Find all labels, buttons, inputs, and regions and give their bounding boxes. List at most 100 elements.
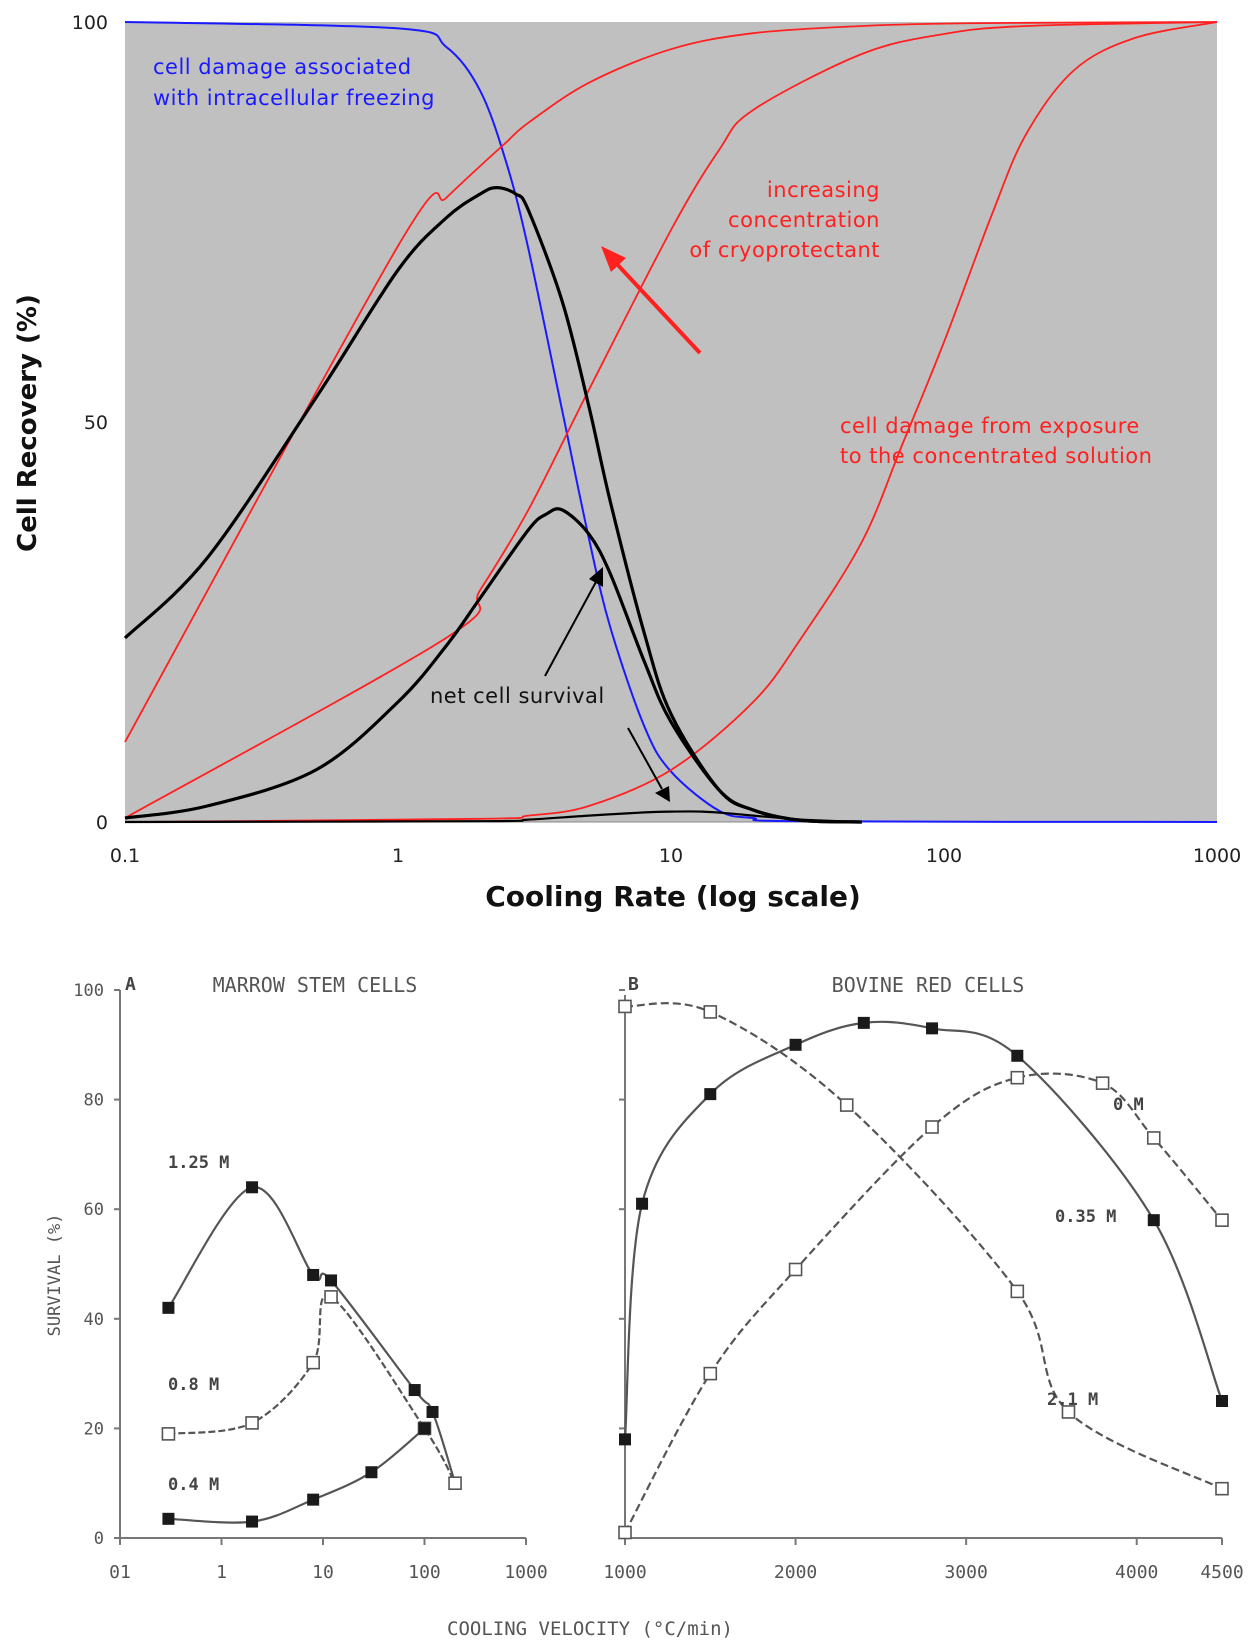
panel-a-y-tick-label: 60 [84,1200,104,1220]
data-point-filled [1011,1049,1024,1062]
data-point-open [1061,1405,1076,1419]
data-point-filled [162,1301,175,1314]
panel-b-x-ticks: 1000 2000 3000 4000 4500 [603,1538,1244,1583]
top-x-tick-label: 1000 [1193,845,1241,867]
arrow-increasing-cpa [601,246,702,355]
panel-a-legend-0-8m: 0.8 M [168,1375,219,1395]
annotation-solution-line2: to the concentrated solution [840,444,1152,468]
panel-a-y-tick-label: 80 [84,1091,104,1111]
data-point-open [161,1427,176,1441]
data-point-open [1215,1213,1229,1227]
solution-damage-curve-2 [124,21,1218,819]
intracellular-damage-curve [124,21,1218,823]
data-point-filled [162,1512,175,1525]
top-x-tick-label: 10 [659,845,683,867]
panel-b-x-tick-label: 4500 [1200,1562,1243,1583]
annotation-cpa-line1: increasing [767,178,880,202]
solution-damage-curve-1 [124,21,1218,743]
data-point-filled [619,1433,631,1446]
data-point-open [618,1525,632,1540]
net-survival-curve-3 [124,810,862,824]
bottom-x-axis-title: COOLING VELOCITY (°C/min) [447,1618,733,1640]
arrow-net-survival-upper [544,567,603,677]
panel-a-y-tick-label: 40 [84,1310,104,1330]
panel-b-legend-0-35m: 0.35 M [1055,1207,1116,1227]
panel-b: 1000 2000 3000 4000 4500 B BOVINE RED CELLS … [603,973,1243,1583]
panel-a-x-tick-label: 100 [408,1562,441,1583]
net-survival-curve-2 [124,507,862,824]
panel-b-x-tick-label: 4000 [1115,1562,1158,1583]
data-point-filled [636,1197,649,1210]
panel-b-x-tick-label: 1000 [603,1562,646,1583]
panel-b-x-tick-label: 2000 [774,1562,817,1583]
data-point-open [618,999,632,1014]
data-point-open [306,1355,320,1370]
arrow-net-survival-lower [627,727,670,802]
panel-a: 100 80 60 40 20 0 01 1 10 100 1000 A MARROW STEM … [45,973,548,1583]
top-y-tick-label: 50 [84,412,108,434]
solution-damage-curve-3 [124,21,1218,823]
data-point-open [1010,1284,1025,1299]
panel-b-series-group [618,999,1229,1540]
annotation-net-survival: net cell survival [430,684,605,708]
panel-a-label: A [125,974,136,995]
panel-a-y-tick-label: 100 [73,981,104,1001]
data-point-filled [789,1038,802,1051]
top-x-axis-title: Cooling Rate (log scale) [485,880,860,913]
data-point-filled [704,1088,717,1101]
data-point-open [1010,1070,1025,1085]
top-y-tick-label: 100 [72,12,108,34]
panel-b-x-tick-label: 3000 [944,1562,987,1583]
top-plot-area [125,22,1217,822]
data-point-filled [325,1274,338,1287]
data-point-filled [365,1466,378,1479]
panel-a-y-tick-label: 0 [94,1529,104,1549]
annotation-cpa-line3: of cryoprotectant [689,238,880,262]
data-point-open [324,1290,338,1304]
data-point-open [448,1476,462,1490]
top-y-axis-title: Cell Recovery (%) [13,294,43,552]
panel-a-series-line [168,1294,457,1484]
top-tick-labels: 0.1 1 10 100 1000 0 50 100 [72,12,1241,867]
top-y-tick-label: 0 [96,812,108,834]
panel-b-legend-0m: 0 M [1113,1095,1144,1115]
data-point-filled [1147,1214,1160,1227]
panel-a-y-ticks: 100 80 60 40 20 0 [73,981,120,1549]
panel-a-series-group [161,1181,462,1528]
panel-a-x-tick-label: 1000 [504,1562,547,1583]
panel-b-legend-2-1m: 2.1 M [1047,1390,1098,1410]
data-point-open [703,1366,718,1381]
panel-a-title: MARROW STEM CELLS [213,973,418,997]
data-point-filled [307,1493,320,1506]
data-point-open [703,1005,718,1019]
data-point-open [245,1416,259,1430]
panel-a-x-tick-label: 10 [312,1562,334,1583]
data-point-filled [408,1384,421,1397]
data-point-filled [857,1016,870,1029]
data-point-open [788,1262,803,1277]
data-point-filled [246,1515,259,1528]
data-point-open [1215,1481,1229,1496]
data-point-filled [1216,1395,1228,1407]
panel-a-y-tick-label: 20 [84,1419,104,1439]
panel-b-label: B [628,974,639,995]
data-point-filled [418,1422,431,1435]
data-point-open [1095,1076,1110,1090]
annotation-solution-line1: cell damage from exposure [840,414,1140,438]
top-x-tick-label: 1 [392,845,404,867]
top-x-tick-label: 0.1 [110,845,140,867]
panel-a-x-ticks: 01 1 10 100 1000 [109,1538,548,1583]
data-point-filled [246,1181,259,1194]
annotation-cpa-line2: concentration [728,208,880,232]
data-point-filled [426,1405,439,1418]
panel-a-y-axis-title: SURVIVAL (%) [45,1214,65,1337]
top-x-tick-label: 100 [926,845,962,867]
panel-a-legend-0-4m: 0.4 M [168,1475,219,1495]
data-point-filled [307,1268,320,1281]
annotation-intracellular-line2: with intracellular freezing [153,86,435,110]
data-point-open [839,1098,854,1112]
panel-a-x-tick-label: 01 [109,1562,131,1583]
top-series-group [123,21,1218,824]
data-point-open [925,1120,939,1134]
